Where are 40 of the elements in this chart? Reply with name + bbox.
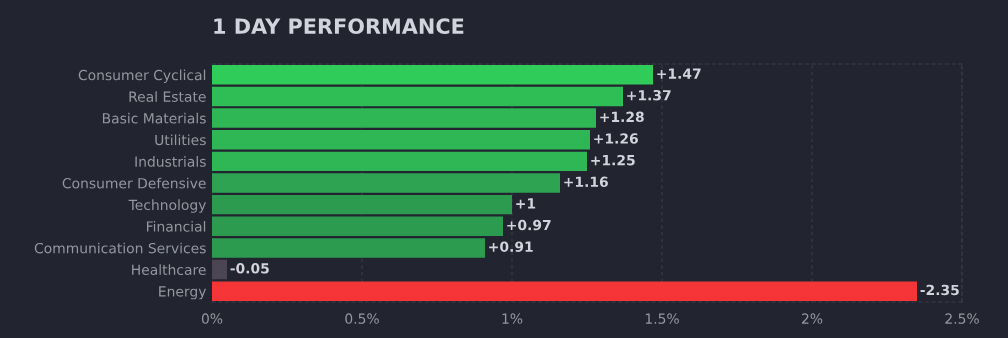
y-tick-label: Technology bbox=[128, 199, 207, 213]
data-label: +1.26 bbox=[594, 133, 638, 144]
data-label: +1.37 bbox=[627, 89, 671, 101]
bar bbox=[212, 216, 503, 237]
y-tick-label: Energy bbox=[159, 286, 207, 300]
data-label: +1.28 bbox=[600, 111, 644, 123]
x-tick-label: 0.5% bbox=[345, 313, 379, 324]
x-tick-label: 1% bbox=[502, 313, 523, 324]
x-tick-label: 2% bbox=[802, 313, 823, 324]
data-label: +1.16 bbox=[564, 176, 608, 188]
data-label: -0.05 bbox=[230, 263, 269, 274]
data-label: +1 bbox=[516, 198, 536, 209]
data-label: -2.35 bbox=[920, 284, 959, 296]
data-label: +0.97 bbox=[507, 219, 551, 231]
data-label: +1.47 bbox=[657, 68, 701, 79]
bar bbox=[212, 238, 485, 258]
y-tick-label: Industrials bbox=[135, 156, 206, 167]
bar bbox=[212, 173, 560, 193]
bar bbox=[212, 194, 512, 215]
bar bbox=[212, 151, 587, 172]
y-tick-label: Healthcare bbox=[132, 264, 206, 276]
x-tick-label: 0% bbox=[201, 313, 223, 324]
chart-title: 1 DAY PERFORMANCE bbox=[214, 18, 464, 35]
y-tick-label: Real Estate bbox=[129, 91, 206, 102]
y-tick-label: Financial bbox=[146, 221, 206, 232]
y-tick-label: Consumer Defensive bbox=[62, 177, 206, 189]
y-tick-label: Consumer Cyclical bbox=[78, 69, 206, 83]
bar bbox=[212, 259, 227, 280]
bar bbox=[212, 129, 590, 150]
y-tick-label: Basic Materials bbox=[102, 112, 206, 124]
x-tick-label: 2.5% bbox=[945, 313, 979, 324]
data-label: +0.91 bbox=[489, 241, 533, 252]
bar bbox=[212, 281, 917, 301]
bar bbox=[212, 108, 596, 128]
x-tick-label: 1.5% bbox=[645, 313, 679, 324]
y-tick-label: Communication Services bbox=[34, 242, 206, 254]
bar bbox=[212, 65, 653, 85]
bar bbox=[212, 86, 623, 107]
data-label: +1.25 bbox=[591, 154, 635, 166]
y-tick-label: Utilities bbox=[155, 134, 206, 146]
